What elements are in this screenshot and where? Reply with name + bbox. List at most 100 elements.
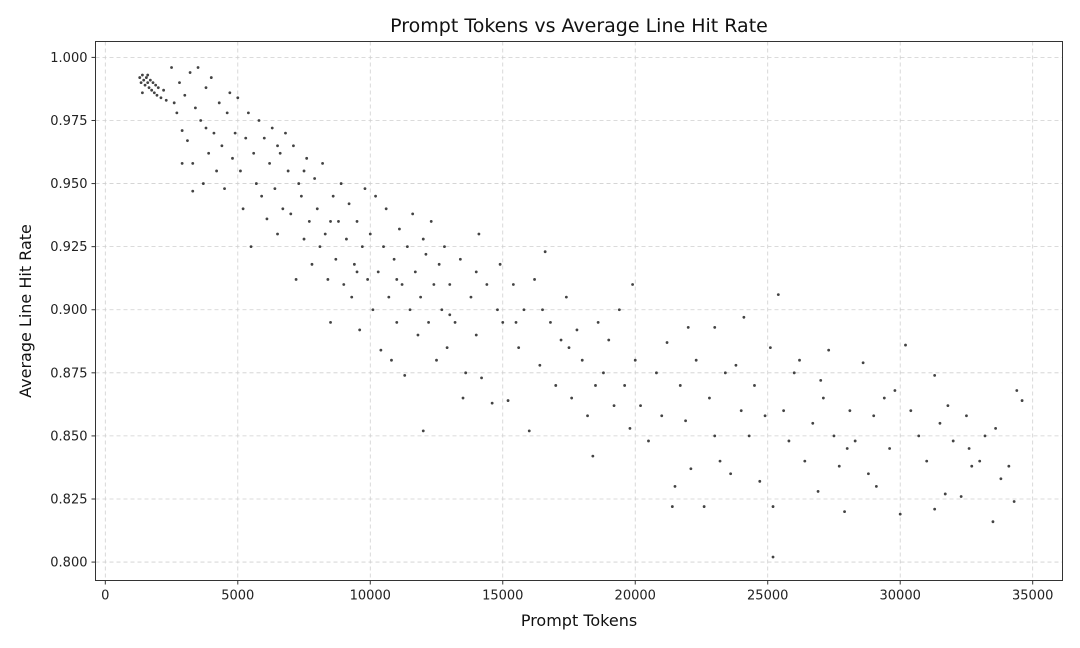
data-point [946, 404, 950, 408]
x-axis-ticks: 0 5000 10000 15000 20000 25000 30000 35000 [101, 580, 1053, 604]
data-point [186, 139, 189, 143]
data-point [284, 131, 287, 135]
data-point [782, 409, 786, 413]
data-point [150, 88, 154, 92]
data-point [246, 111, 250, 115]
data-point [278, 151, 282, 155]
data-point [617, 308, 621, 312]
data-point [355, 220, 359, 223]
data-point [678, 384, 682, 387]
data-point [164, 98, 168, 102]
data-point [347, 202, 351, 206]
data-point [144, 76, 148, 79]
data-point [220, 144, 224, 148]
data-point [607, 338, 611, 342]
data-point [201, 182, 205, 185]
data-point [798, 358, 801, 362]
data-point [435, 358, 438, 362]
data-point [872, 414, 876, 418]
data-point [567, 346, 571, 349]
data-point [178, 81, 181, 85]
data-point [506, 399, 510, 402]
y-axis-label: Average Line Hit Rate [16, 224, 35, 398]
data-point [416, 333, 420, 337]
data-point [469, 295, 473, 299]
data-point [448, 283, 452, 286]
data-point [742, 315, 746, 319]
data-point [374, 194, 377, 198]
data-point [421, 429, 425, 433]
data-point [787, 439, 791, 443]
data-point [758, 479, 762, 483]
y-tick-label: 0.875 [50, 366, 87, 381]
data-point [260, 194, 264, 198]
data-point [474, 333, 478, 337]
y-tick-label: 0.900 [50, 303, 87, 318]
data-point [268, 161, 271, 165]
data-point [379, 348, 383, 352]
data-point [429, 220, 433, 223]
data-point [345, 237, 348, 241]
data-point [959, 495, 963, 498]
data-point [147, 86, 151, 90]
data-point [708, 396, 711, 400]
data-point [689, 467, 693, 471]
data-point [771, 555, 775, 559]
data-point [337, 220, 340, 223]
data-point [326, 278, 330, 281]
data-point [874, 484, 878, 488]
data-point [180, 161, 184, 165]
data-point [965, 414, 968, 418]
data-point [776, 293, 780, 296]
data-point [215, 169, 218, 173]
data-point [559, 338, 563, 342]
data-point [480, 376, 483, 380]
data-point [522, 308, 526, 312]
data-point [143, 83, 147, 87]
data-point [999, 477, 1003, 481]
data-point [142, 78, 146, 82]
data-point [729, 472, 733, 476]
data-point [183, 93, 187, 97]
data-point [938, 421, 942, 425]
data-point [445, 346, 449, 349]
data-point [951, 439, 955, 443]
data-point [175, 111, 179, 115]
data-point [140, 91, 144, 95]
data-point [594, 384, 597, 387]
data-point [485, 283, 489, 286]
data-point [339, 182, 343, 185]
data-point [390, 358, 393, 362]
data-point [395, 320, 399, 324]
data-point [440, 308, 444, 312]
data-point [832, 434, 836, 438]
data-point [602, 371, 605, 375]
data-point [225, 111, 229, 115]
data-point [223, 187, 226, 191]
data-point [139, 81, 143, 85]
data-point [172, 101, 176, 105]
data-point [655, 371, 658, 375]
data-point [228, 91, 232, 95]
data-point [994, 426, 997, 430]
data-point [917, 434, 921, 438]
data-point [297, 182, 301, 185]
x-tick-label: 0 [101, 589, 109, 604]
data-point [853, 439, 857, 443]
data-point [570, 396, 574, 400]
data-point [673, 484, 677, 488]
data-point [827, 348, 831, 352]
data-point [633, 358, 637, 362]
data-point [155, 93, 159, 97]
data-point [564, 295, 568, 299]
x-tick-label: 5000 [221, 589, 254, 604]
data-point [1020, 399, 1024, 402]
data-point [400, 283, 404, 286]
data-point [904, 343, 907, 347]
data-point [739, 409, 743, 413]
y-tick-label: 0.825 [50, 492, 87, 507]
data-point [191, 161, 195, 165]
data-point [803, 459, 807, 463]
data-point [424, 252, 428, 256]
data-point [395, 278, 399, 281]
